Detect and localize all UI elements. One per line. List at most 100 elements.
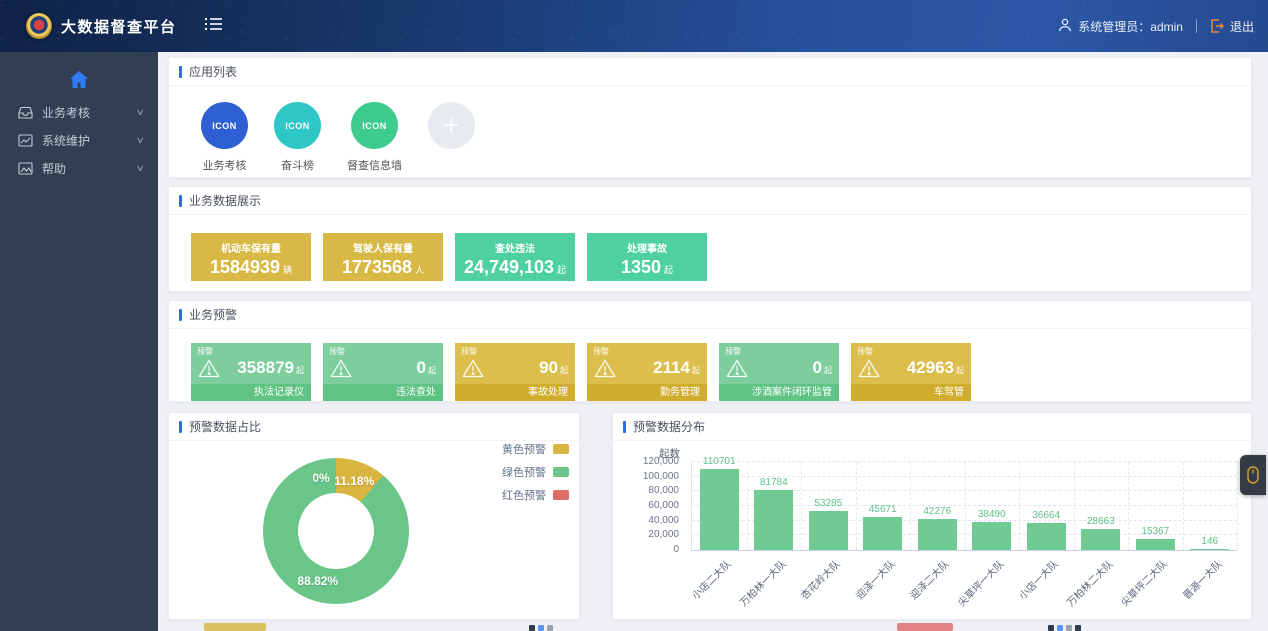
bar[interactable] [1135, 538, 1175, 550]
sidebar-item-business-assessment[interactable]: 业务考核 ∨ [0, 98, 158, 126]
warning-distribution-panel: 预警数据分布 起数 0 20,000 40,000 60,000 80,000 100,0… [612, 412, 1252, 620]
stat-card-drivers: 驾驶人保有量 1773568 人 [323, 233, 443, 281]
bar[interactable] [699, 468, 739, 550]
floating-tool-button[interactable] [1240, 455, 1266, 495]
gridline [1019, 462, 1020, 550]
title-accent-bar [179, 420, 182, 433]
bar-value-label: 36664 [1032, 510, 1061, 522]
y-tick-label: 20,000 [648, 529, 679, 541]
bar-value-label: 45671 [868, 503, 897, 515]
gridline [855, 462, 857, 550]
chevron-down-icon: ∨ [136, 162, 146, 173]
y-tick-label: 60,000 [648, 500, 679, 511]
bar-value-label: 38490 [977, 508, 1006, 520]
x-category-label: 万柏林二大队 [1065, 558, 1116, 610]
gridline [746, 462, 748, 550]
app-tile-effort-ranking[interactable]: ICON 奋斗榜 [274, 102, 321, 173]
stat-card-vehicles: 机动车保有量 1584939 辆 [191, 233, 311, 281]
gridline [1128, 462, 1129, 550]
stat-card-accidents: 处理事故 1350 起 [587, 233, 707, 281]
x-category-label: 尖草坪一大队 [956, 558, 1007, 610]
bar[interactable] [972, 521, 1012, 550]
business-data-panel: 业务数据展示 机动车保有量 1584939 辆 驾驶人保有量 1773568 人 查… [168, 186, 1252, 292]
section-title-app-list: 应用列表 [169, 58, 1251, 86]
x-category-label: 尖草坪二大队 [1119, 558, 1170, 610]
app-grid: ICON 业务考核 ICON 奋斗榜 ICON 督查信息墙 + [169, 86, 1251, 173]
app-icon-circle: ICON [351, 102, 398, 149]
bar-chart[interactable]: 起数 0 20,000 40,000 60,000 80,000 100,000 120,0… [613, 440, 1251, 619]
bar[interactable] [1081, 528, 1121, 550]
gridline [910, 462, 911, 550]
bar-value-label: 53285 [814, 497, 843, 509]
bar[interactable] [863, 516, 903, 550]
title-accent-bar [623, 420, 626, 433]
bar[interactable] [808, 510, 848, 550]
section-title-warning-distribution: 预警数据分布 [613, 413, 1251, 441]
main-content: 应用列表 ICON 业务考核 ICON 奋斗榜 ICON 督查信息墙 + 业务数… [158, 52, 1268, 631]
gridline [964, 462, 966, 550]
y-tick-label: 0 [673, 544, 679, 555]
legend-color-box [553, 444, 569, 454]
app-icon-circle: ICON [274, 102, 321, 149]
x-category-label: 杏花岭大队 [799, 558, 843, 602]
app-tile-business-assessment[interactable]: ICON 业务考核 [201, 102, 248, 173]
donut-legend: 黄色预警 绿色预警 红色预警 [502, 441, 569, 510]
bar-value-label: 28663 [1086, 515, 1115, 527]
legend-color-box [553, 467, 569, 477]
logout-button[interactable]: 退出 [1210, 18, 1254, 35]
logged-in-user: 系统管理员：admin [1078, 19, 1183, 34]
bar-value-label: 81784 [759, 477, 788, 489]
section-title-business-warning: 业务预警 [169, 301, 1251, 329]
gridline [692, 461, 1237, 462]
logout-icon [1211, 19, 1224, 33]
donut-chart[interactable]: 11.18% 88.82% 0% [263, 458, 409, 604]
x-category-label: 小店二大队 [690, 558, 734, 602]
warning-card-accident-handling[interactable]: 预警 90 起 事故处理 [455, 343, 575, 401]
x-category-label: 迎泽二大队 [908, 558, 952, 602]
bar[interactable] [1026, 523, 1066, 550]
title-accent-bar [179, 194, 182, 207]
warning-card-dui-case-supervision[interactable]: 预警 0 起 涉酒案件闭环监管 [719, 343, 839, 401]
sidebar-home-button[interactable] [0, 52, 158, 98]
bar[interactable] [917, 519, 957, 550]
warning-triangle-icon [330, 359, 352, 377]
add-app-tile[interactable]: + [428, 102, 475, 173]
data-card-row: 机动车保有量 1584939 辆 驾驶人保有量 1773568 人 查处违法 24,… [169, 215, 1251, 281]
bar[interactable] [754, 490, 794, 550]
plus-icon: + [428, 102, 475, 149]
mouse-icon [1247, 466, 1259, 484]
donut-slice-label: 11.18% [334, 474, 375, 489]
bar-value-label: 146 [1201, 536, 1219, 547]
donut-slice-label: 0% [312, 471, 330, 485]
gridline [1182, 462, 1184, 550]
x-category-label: 迎泽一大队 [854, 558, 898, 602]
warning-triangle-icon [594, 359, 616, 377]
warning-card-vehicle-driver-admin[interactable]: 预警 42963 起 车驾管 [851, 343, 971, 401]
business-warning-panel: 业务预警 预警 358879 起 执法记录仪 预警 0 起 违法查处 [168, 300, 1252, 402]
legend-item-red-warning[interactable]: 红色预警 [502, 487, 569, 503]
header-user-area: 系统管理员：admin 退出 [1058, 18, 1254, 35]
legend-item-green-warning[interactable]: 绿色预警 [502, 464, 569, 480]
app-tile-inspection-wall[interactable]: ICON 督查信息墙 [347, 102, 402, 173]
home-icon [70, 70, 88, 88]
warning-card-violation-handling[interactable]: 预警 0 起 违法查处 [323, 343, 443, 401]
x-category-label: 晋源一大队 [1181, 558, 1225, 602]
bar[interactable] [1190, 549, 1230, 550]
police-badge-logo [26, 13, 52, 39]
sidebar-item-system-maintenance[interactable]: 系统维护 ∨ [0, 126, 158, 154]
x-category-label: 万柏林一大队 [738, 558, 789, 610]
warning-triangle-icon [726, 359, 748, 377]
warning-triangle-icon [198, 359, 220, 377]
warning-card-duty-management[interactable]: 预警 2114 起 勤务管理 [587, 343, 707, 401]
legend-color-box [553, 490, 569, 500]
sidebar-item-help[interactable]: 帮助 ∨ [0, 154, 158, 182]
app-list-panel: 应用列表 ICON 业务考核 ICON 奋斗榜 ICON 督查信息墙 + [168, 57, 1252, 178]
donut-hole [298, 493, 374, 569]
legend-item-yellow-warning[interactable]: 黄色预警 [502, 441, 569, 457]
y-tick-label: 100,000 [642, 470, 679, 482]
collapse-menu-button[interactable] [204, 17, 223, 36]
chevron-down-icon: ∨ [136, 106, 146, 117]
warning-card-body-cam[interactable]: 预警 358879 起 执法记录仪 [191, 343, 311, 401]
sidebar: 业务考核 ∨ 系统维护 ∨ 帮助 ∨ [0, 52, 158, 631]
bar-plot-area: 110701 小店二大队 81784 万柏林一大队 53285 杏花岭大队 45671 迎泽一… [691, 456, 1238, 609]
